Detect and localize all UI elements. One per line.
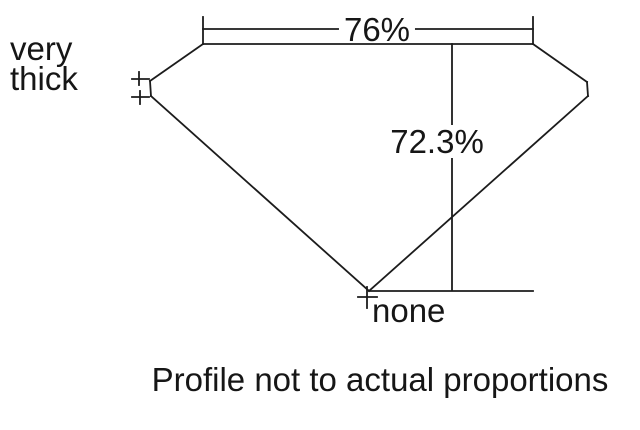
pavilion-left-facet-line <box>149 94 371 293</box>
girdle-thickness-label: very thick <box>10 30 78 97</box>
depth-percent-label: 72.3% <box>386 125 488 158</box>
diagram-lines <box>131 16 590 309</box>
girdle-right-edge-line <box>586 81 589 97</box>
pavilion-right-facet-line <box>367 94 590 293</box>
table-percent-label: 76% <box>338 13 416 46</box>
crown-left-facet-line <box>148 42 205 83</box>
girdle-left-edge-line <box>149 80 152 97</box>
profile-caption: Profile not to actual proportions <box>151 361 609 398</box>
crown-right-facet-line <box>531 42 589 84</box>
culet-size-label: none <box>372 292 446 329</box>
